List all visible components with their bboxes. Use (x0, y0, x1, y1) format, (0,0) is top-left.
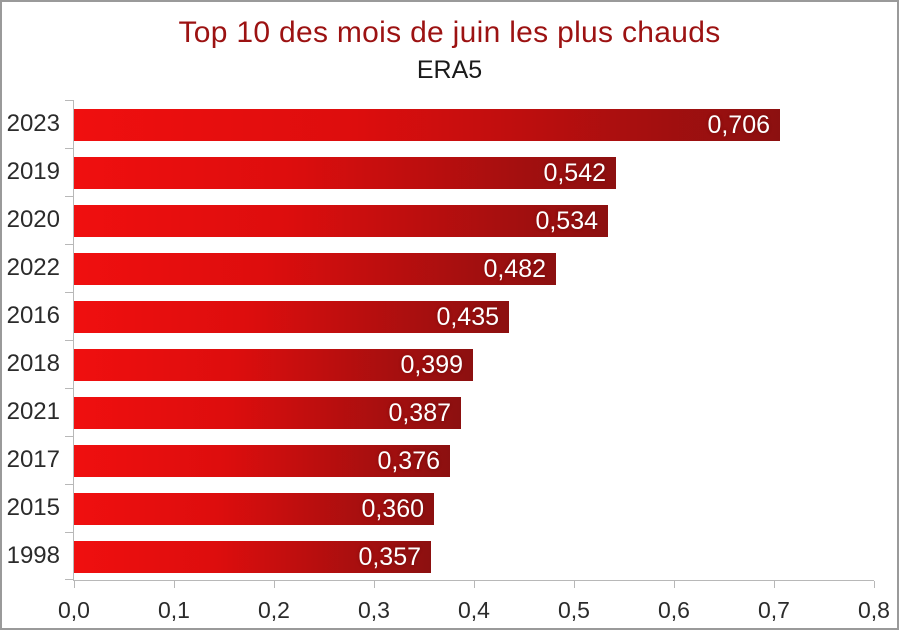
x-axis-tick-label: 0,5 (558, 597, 590, 623)
value-label: 0,360 (361, 494, 424, 523)
category-label: 2022 (6, 254, 60, 281)
bar-row: 0,357 (74, 532, 874, 580)
category-label: 2015 (6, 494, 60, 521)
x-axis-tick-label: 0,8 (858, 597, 890, 623)
y-axis-tick (65, 484, 74, 485)
bar: 0,482 (74, 253, 556, 285)
x-axis-tick-label: 0,2 (258, 597, 290, 623)
bar-row: 0,387 (74, 388, 874, 436)
value-label: 0,376 (377, 446, 440, 475)
x-axis-tick (374, 581, 375, 588)
value-label: 0,357 (358, 542, 421, 571)
value-label: 0,387 (388, 398, 451, 427)
x-axis-tick (674, 581, 675, 588)
bar-row: 0,360 (74, 484, 874, 532)
bar-row: 0,435 (74, 292, 874, 340)
value-label: 0,542 (543, 158, 606, 187)
bar: 0,399 (74, 349, 473, 381)
bar: 0,706 (74, 109, 780, 141)
bar: 0,376 (74, 445, 450, 477)
category-label: 1998 (6, 542, 60, 569)
y-axis-tick (65, 436, 74, 437)
bar: 0,387 (74, 397, 461, 429)
bar-row: 0,376 (74, 436, 874, 484)
bar: 0,534 (74, 205, 608, 237)
chart-title: Top 10 des mois de juin les plus chauds (178, 16, 721, 49)
y-axis-tick (65, 340, 74, 341)
bar-row: 0,482 (74, 244, 874, 292)
x-axis-tick (174, 581, 175, 588)
category-label: 2023 (6, 110, 60, 137)
plot-area: 0,706 0,542 0,534 0,482 0,435 0,399 0,387 0,376… (58, 100, 890, 623)
y-axis-tick (65, 292, 74, 293)
y-axis-tick (65, 100, 74, 101)
y-axis-tick (65, 148, 74, 149)
category-label: 2018 (6, 350, 60, 377)
bar: 0,542 (74, 157, 616, 189)
category-label: 2020 (6, 206, 60, 233)
x-axis-tick (74, 581, 75, 588)
x-axis-tick (774, 581, 775, 588)
y-axis-tick (65, 196, 74, 197)
y-axis-tick (65, 388, 74, 389)
bar-row: 0,542 (74, 148, 874, 196)
category-label: 2021 (6, 398, 60, 425)
value-label: 0,399 (400, 350, 463, 379)
bar: 0,360 (74, 493, 434, 525)
value-label: 0,482 (483, 254, 546, 283)
x-axis-tick (474, 581, 475, 588)
x-axis-tick-label: 0,0 (58, 597, 90, 623)
y-axis-tick (65, 244, 74, 245)
x-axis-tick-label: 0,1 (158, 597, 190, 623)
x-axis-tick (274, 581, 275, 588)
bar: 0,357 (74, 541, 431, 573)
value-label: 0,706 (707, 110, 770, 139)
value-label: 0,534 (535, 206, 598, 235)
bar-row: 0,706 (74, 100, 874, 148)
x-axis-tick-label: 0,3 (358, 597, 390, 623)
x-axis-tick-label: 0,7 (758, 597, 790, 623)
category-label: 2019 (6, 158, 60, 185)
bar-row: 0,534 (74, 196, 874, 244)
y-axis-tick (65, 532, 74, 533)
category-label: 2016 (6, 302, 60, 329)
y-axis-tick (65, 579, 74, 580)
bar: 0,435 (74, 301, 509, 333)
x-axis-tick (574, 581, 575, 588)
bar-row: 0,399 (74, 340, 874, 388)
x-axis-tick (874, 581, 875, 588)
value-label: 0,435 (436, 302, 499, 331)
x-axis-tick-label: 0,4 (458, 597, 490, 623)
chart-subtitle: ERA5 (416, 56, 483, 84)
x-axis-tick-label: 0,6 (658, 597, 690, 623)
category-label: 2017 (6, 446, 60, 473)
